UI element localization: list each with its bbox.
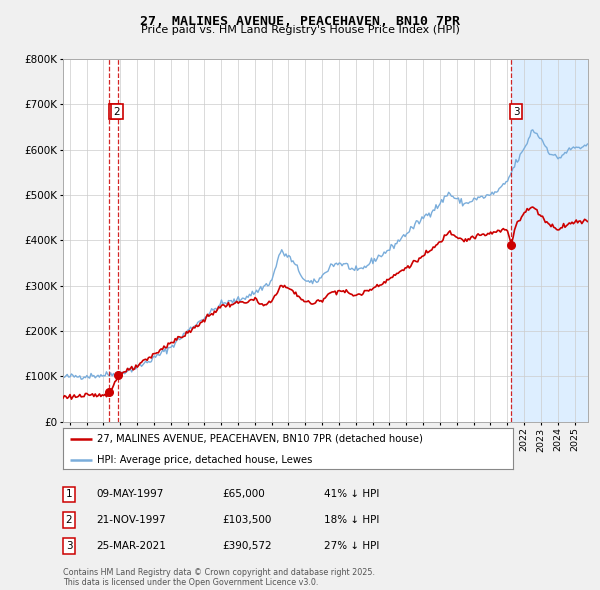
Text: 2: 2	[65, 516, 73, 525]
Text: £390,572: £390,572	[222, 542, 272, 551]
Text: 27% ↓ HPI: 27% ↓ HPI	[324, 542, 379, 551]
Text: 3: 3	[513, 107, 520, 117]
Text: 25-MAR-2021: 25-MAR-2021	[96, 542, 166, 551]
Text: 27, MALINES AVENUE, PEACEHAVEN, BN10 7PR (detached house): 27, MALINES AVENUE, PEACEHAVEN, BN10 7PR…	[97, 434, 422, 444]
Text: 41% ↓ HPI: 41% ↓ HPI	[324, 490, 379, 499]
Text: 09-MAY-1997: 09-MAY-1997	[96, 490, 163, 499]
Text: 18% ↓ HPI: 18% ↓ HPI	[324, 516, 379, 525]
Text: 1: 1	[111, 107, 118, 117]
Bar	[511, 59, 588, 422]
Text: Price paid vs. HM Land Registry's House Price Index (HPI): Price paid vs. HM Land Registry's House …	[140, 25, 460, 35]
Text: Contains HM Land Registry data © Crown copyright and database right 2025.
This d: Contains HM Land Registry data © Crown c…	[63, 568, 375, 587]
Text: 27, MALINES AVENUE, PEACEHAVEN, BN10 7PR: 27, MALINES AVENUE, PEACEHAVEN, BN10 7PR	[140, 15, 460, 28]
Text: 3: 3	[65, 542, 73, 551]
Text: £65,000: £65,000	[222, 490, 265, 499]
Text: £103,500: £103,500	[222, 516, 271, 525]
Text: HPI: Average price, detached house, Lewes: HPI: Average price, detached house, Lewe…	[97, 455, 312, 465]
Text: 2: 2	[113, 107, 120, 117]
Text: 1: 1	[65, 490, 73, 499]
Text: 21-NOV-1997: 21-NOV-1997	[96, 516, 166, 525]
